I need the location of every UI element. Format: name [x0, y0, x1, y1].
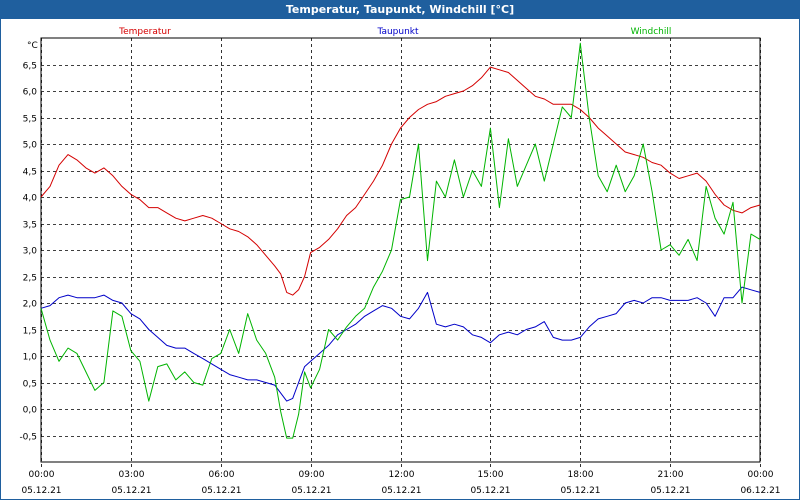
- x-tick-time: 21:00: [658, 470, 684, 480]
- y-tick-label: 5,5: [23, 115, 37, 125]
- x-tick-date: 06.12.21: [740, 486, 780, 496]
- y-tick-label: 2,5: [23, 274, 37, 284]
- x-tick-date: 05.12.21: [291, 486, 331, 496]
- windchill-line: [40, 42, 761, 439]
- x-tick-date: 05.12.21: [21, 486, 61, 496]
- x-tick-time: 12:00: [389, 470, 415, 480]
- x-tick-date: 05.12.21: [381, 486, 421, 496]
- x-tick-date: 05.12.21: [201, 486, 241, 496]
- x-tick-date: 05.12.21: [470, 486, 510, 496]
- x-tick-time: 00:00: [29, 470, 55, 480]
- y-tick-label: 1,0: [23, 353, 38, 363]
- y-tick-label: 4,5: [23, 168, 37, 178]
- x-tick-date: 05.12.21: [111, 486, 151, 496]
- y-axis-unit: °C: [27, 41, 38, 51]
- x-tick-time: 15:00: [478, 470, 504, 480]
- y-tick-label: 4,0: [23, 194, 38, 204]
- y-tick-label: 2,0: [23, 300, 38, 310]
- legend-dewpoint: Taupunkt: [376, 27, 419, 37]
- x-tick-time: 09:00: [299, 470, 325, 480]
- y-tick-label: 3,5: [23, 221, 37, 231]
- y-tick-label: 5,0: [23, 141, 38, 151]
- window-title: Temperatur, Taupunkt, Windchill [°C]: [1, 1, 799, 19]
- x-tick-date: 05.12.21: [650, 486, 690, 496]
- temperature-line: [40, 66, 761, 296]
- y-tick-label: 1,5: [23, 327, 37, 337]
- legend-temperature: Temperatur: [118, 27, 171, 37]
- x-tick-time: 18:00: [568, 470, 594, 480]
- y-tick-label: 6,5: [23, 62, 37, 72]
- y-tick-label: 3,0: [23, 247, 38, 257]
- y-tick-label: 0,5: [23, 380, 37, 390]
- x-tick-date: 05.12.21: [560, 486, 600, 496]
- x-tick-time: 06:00: [209, 470, 235, 480]
- y-tick-label: -0,5: [19, 433, 37, 443]
- x-tick-time: 03:00: [119, 470, 145, 480]
- y-tick-label: 0,0: [23, 406, 38, 416]
- y-tick-label: 6,0: [23, 88, 38, 98]
- x-tick-time: 00:00: [748, 470, 774, 480]
- legend-windchill: Windchill: [631, 27, 672, 37]
- plot-area: [40, 37, 761, 463]
- dewpoint-line: [40, 286, 761, 402]
